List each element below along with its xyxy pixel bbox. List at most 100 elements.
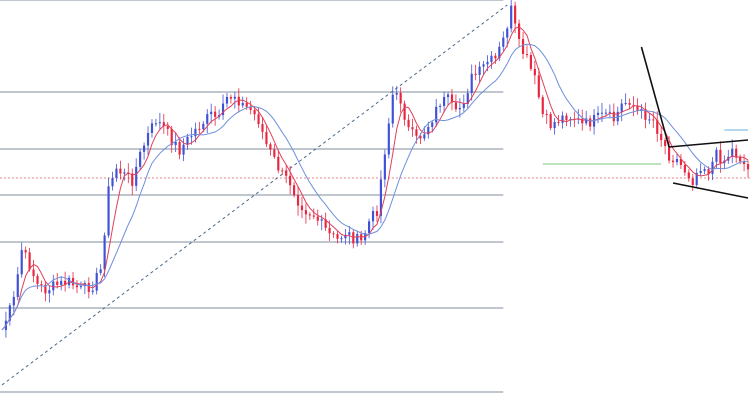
candle-body [557, 121, 560, 123]
candle-body [225, 96, 229, 104]
candle-body [99, 269, 102, 273]
candle-body [371, 211, 375, 222]
candle-body [608, 111, 611, 113]
candle-body [620, 103, 623, 112]
candle-body [478, 66, 481, 75]
candle-body [253, 109, 256, 115]
candle-body [474, 73, 477, 75]
candle-body [182, 144, 185, 155]
candle-body [123, 172, 126, 174]
candle-body [636, 106, 639, 112]
candle-body [261, 124, 264, 132]
candle-body [257, 114, 260, 125]
candle-body [731, 148, 734, 157]
candle-body [320, 219, 323, 221]
candle-body [510, 5, 513, 29]
candle-body [289, 175, 292, 186]
candle-body [312, 215, 315, 217]
candle-body [482, 64, 485, 67]
candle-body [233, 96, 236, 99]
candle-body [387, 123, 390, 155]
candle-body [537, 75, 540, 98]
candle-body [525, 53, 529, 56]
candle-body [269, 144, 272, 150]
candle-body [581, 118, 584, 124]
candle-body [16, 274, 19, 297]
candle-body [166, 126, 169, 129]
candle-body [273, 149, 276, 157]
candle-body [154, 123, 158, 125]
candle-body [549, 114, 552, 129]
candle-body [249, 106, 252, 110]
candle-body [585, 118, 588, 124]
candle-body [502, 37, 505, 47]
candle-body [115, 168, 118, 179]
candle-body [742, 161, 746, 165]
candle-body [245, 102, 248, 107]
candle-body [107, 186, 110, 236]
candle-body [403, 103, 406, 120]
candle-body [395, 93, 398, 95]
candle-body [616, 111, 619, 122]
candle-body [529, 55, 533, 69]
candle-body [506, 28, 509, 38]
candle-body [431, 122, 434, 127]
candle-body [198, 128, 201, 130]
candle-body [40, 283, 43, 285]
candle-body [517, 23, 521, 40]
candle-body [32, 269, 35, 277]
candle-body [683, 164, 686, 173]
candle-body [324, 219, 327, 228]
candle-body [186, 136, 189, 145]
candle-body [486, 61, 489, 65]
candle-body [91, 290, 94, 292]
candle-body [695, 173, 698, 185]
candle-body [162, 122, 165, 127]
candle-body [206, 114, 209, 124]
candle-body [229, 96, 233, 99]
candle-body [604, 112, 608, 114]
candle-body [308, 214, 311, 216]
candle-body [237, 96, 240, 106]
candle-body [202, 123, 205, 130]
candle-body [423, 134, 426, 139]
candle-body [699, 170, 702, 174]
candle-body [277, 156, 280, 171]
candle-body [442, 97, 446, 106]
candle-body [624, 102, 627, 104]
candle-body [111, 178, 114, 187]
candle-body [131, 173, 134, 186]
candle-body [628, 102, 631, 105]
candle-body [20, 250, 23, 275]
candle-body [174, 141, 177, 146]
candle-body [135, 166, 138, 186]
candle-body [79, 286, 83, 288]
candle-body [675, 158, 679, 163]
candle-body [521, 39, 525, 54]
wedge-pattern [640, 46, 749, 199]
candle-body [344, 234, 347, 239]
candle-body [158, 122, 161, 124]
candle-body [719, 149, 722, 164]
candle-body [150, 123, 154, 133]
candle-body [715, 149, 718, 162]
candle-body [553, 121, 556, 129]
candle-body [589, 118, 592, 127]
candle-body [304, 210, 308, 215]
candle-body [470, 73, 473, 94]
candle-body [75, 285, 79, 288]
wedge-line-1 [669, 139, 749, 148]
candle-body [664, 140, 667, 147]
candle-body [265, 131, 268, 145]
candle-body [292, 185, 296, 196]
candle-body [391, 94, 394, 124]
candle-body [466, 93, 469, 104]
candle-body [24, 250, 27, 253]
ma-slow-line [1, 43, 749, 331]
candle-body [419, 135, 422, 139]
candle-body [612, 111, 615, 122]
candle-body [656, 119, 659, 134]
candle-body [296, 195, 300, 206]
